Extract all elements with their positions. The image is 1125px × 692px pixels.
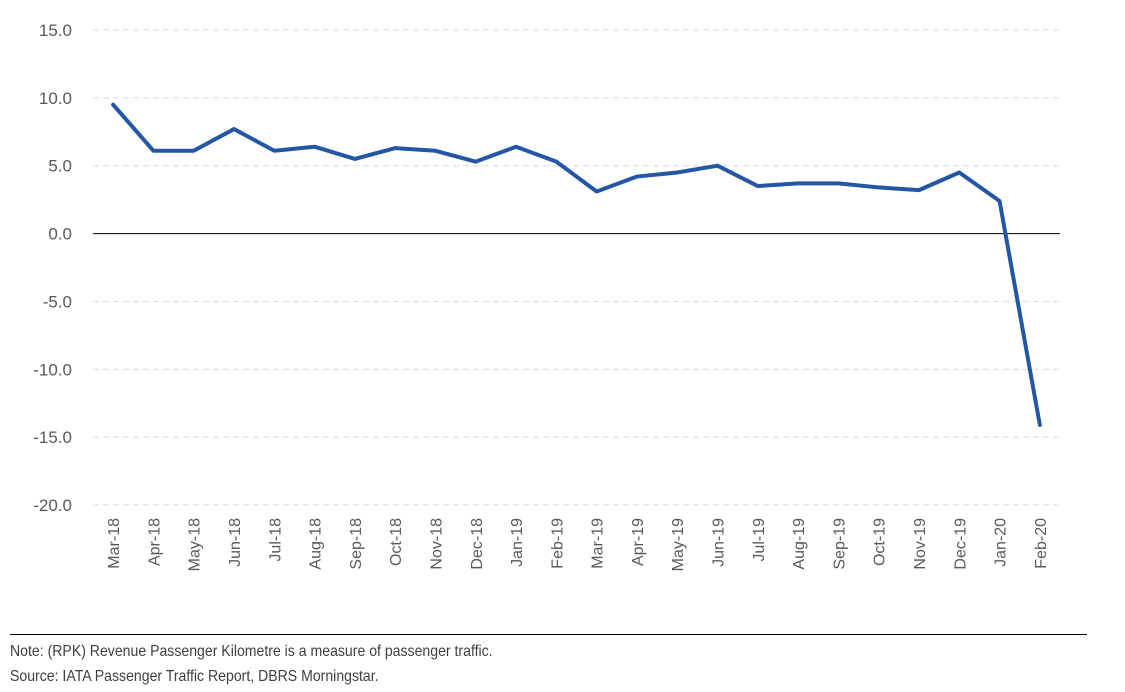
- y-tick-label: -20.0: [33, 496, 72, 515]
- x-tick-label: Jan-19: [509, 518, 526, 567]
- line-chart: 15.0 10.0 5.0 0.0 -5.0 -10.0 -15.0 -20.0 Mar-18 A…: [33, 21, 1060, 571]
- x-tick-label: Nov-19: [912, 518, 929, 570]
- y-tick-label: 0.0: [48, 225, 72, 244]
- x-tick-label: May-18: [187, 518, 204, 571]
- x-tick-label: Aug-19: [791, 518, 808, 570]
- x-tick-label: Apr-18: [146, 518, 163, 566]
- x-tick-label: Mar-18: [106, 518, 123, 569]
- y-tick-label: -10.0: [33, 360, 72, 379]
- x-tick-label: Oct-18: [388, 518, 405, 566]
- x-tick-label: Jun-18: [227, 518, 244, 567]
- x-tick-label: Sep-19: [831, 518, 848, 570]
- x-tick-label: Aug-18: [308, 518, 325, 570]
- x-tick-label: Jan-20: [993, 518, 1010, 567]
- note-text: Note: (RPK) Revenue Passenger Kilometre …: [10, 643, 493, 660]
- x-tick-label: Nov-18: [428, 518, 445, 570]
- x-tick-label: Oct-19: [872, 518, 889, 566]
- y-tick-label: -5.0: [43, 292, 72, 311]
- x-tick-label: Sep-18: [348, 518, 365, 570]
- x-tick-label: Jul-19: [751, 518, 768, 562]
- series-line: [111, 102, 1042, 427]
- x-tick-label: Dec-18: [469, 518, 486, 570]
- y-tick-label: 10.0: [39, 89, 72, 108]
- x-tick-label: Mar-19: [590, 518, 607, 569]
- x-tick-label: Dec-19: [952, 518, 969, 570]
- x-tick-label: Feb-19: [549, 518, 566, 569]
- x-tick-label: Jul-18: [267, 518, 284, 562]
- y-tick-label: -15.0: [33, 428, 72, 447]
- y-tick-label: 15.0: [39, 21, 72, 40]
- x-tick-label: May-19: [670, 518, 687, 571]
- chart-notes: Note: (RPK) Revenue Passenger Kilometre …: [10, 634, 1087, 689]
- y-tick-label: 5.0: [48, 157, 72, 176]
- source-text: Source: IATA Passenger Traffic Report, D…: [10, 668, 379, 685]
- x-tick-label: Apr-19: [630, 518, 647, 566]
- x-tick-label: Jun-19: [711, 518, 728, 567]
- x-tick-label: Feb-20: [1033, 518, 1050, 569]
